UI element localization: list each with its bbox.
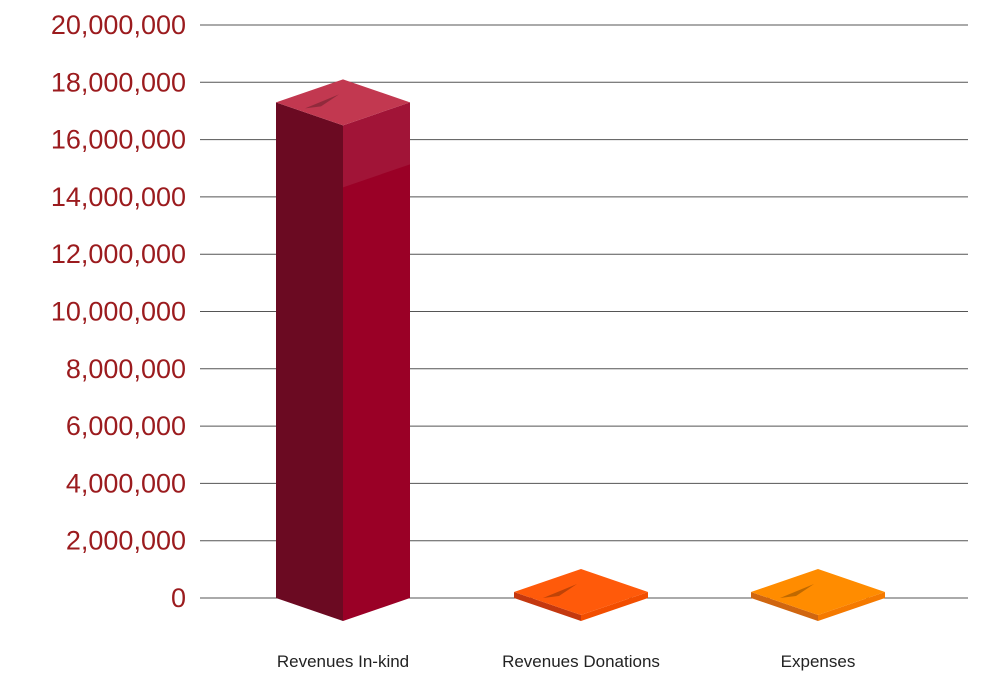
y-tick-label: 16,000,000 — [51, 125, 186, 155]
bar-right-face — [343, 102, 410, 622]
y-tick-label: 2,000,000 — [66, 526, 186, 556]
bar-top-streak — [543, 584, 577, 598]
bar-left-face — [276, 102, 343, 622]
x-tick-label: Expenses — [781, 652, 856, 671]
bar-top-face — [514, 569, 648, 615]
bar-top-face — [276, 79, 410, 126]
bar — [514, 569, 648, 621]
y-tick-label: 10,000,000 — [51, 297, 186, 327]
y-axis-tick-labels: 0 2,000,000 4,000,000 6,000,000 8,000,000 10,… — [51, 10, 186, 613]
bar — [276, 79, 410, 622]
bar-top-face — [751, 569, 885, 615]
bar-top-streak — [305, 94, 339, 109]
y-tick-label: 4,000,000 — [66, 468, 186, 498]
y-tick-label: 18,000,000 — [51, 67, 186, 97]
bars — [276, 79, 885, 622]
bar-right-face — [581, 592, 648, 621]
bar-highlight — [343, 102, 410, 188]
y-tick-label: 8,000,000 — [66, 354, 186, 384]
bar-left-face — [751, 592, 818, 621]
y-tick-label: 12,000,000 — [51, 239, 186, 269]
y-tick-label: 6,000,000 — [66, 411, 186, 441]
y-tick-label: 20,000,000 — [51, 10, 186, 40]
bar — [751, 569, 885, 621]
x-axis-tick-labels: Revenues In-kind Revenues Donations Expens… — [277, 652, 855, 671]
y-tick-label: 14,000,000 — [51, 182, 186, 212]
x-tick-label: Revenues In-kind — [277, 652, 409, 671]
x-tick-label: Revenues Donations — [502, 652, 660, 671]
bar-left-face — [514, 592, 581, 621]
bar-right-face — [818, 592, 885, 621]
bar-top-streak — [780, 584, 814, 598]
y-tick-label: 0 — [171, 583, 186, 613]
